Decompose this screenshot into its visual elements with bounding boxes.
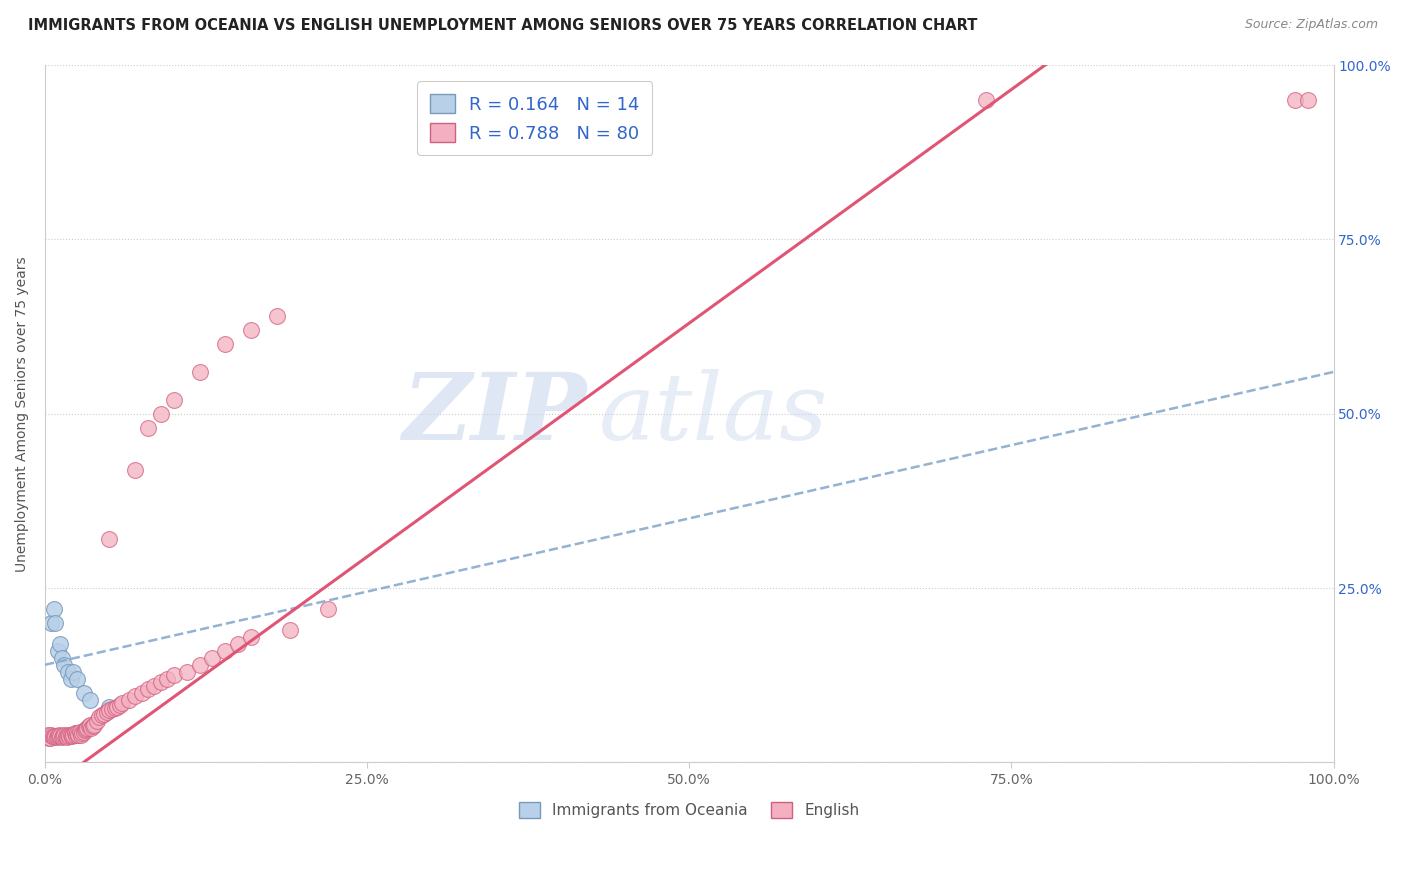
Point	[149, 407, 172, 421]
Y-axis label: Unemployment Among Seniors over 75 years: Unemployment Among Seniors over 75 years	[15, 256, 30, 572]
Point	[73, 723, 96, 738]
Point	[188, 657, 211, 672]
Point	[56, 665, 79, 679]
Point	[214, 337, 236, 351]
Point	[105, 699, 128, 714]
Point	[79, 718, 101, 732]
Point	[176, 665, 198, 679]
Point	[149, 675, 172, 690]
Point	[240, 323, 263, 337]
Point	[124, 462, 146, 476]
Point	[266, 309, 288, 323]
Point	[103, 701, 125, 715]
Point	[163, 392, 186, 407]
Point	[46, 644, 69, 658]
Point	[70, 727, 93, 741]
Point	[214, 644, 236, 658]
Point	[52, 729, 75, 743]
Point	[101, 702, 124, 716]
Point	[53, 657, 76, 672]
Point	[39, 731, 62, 745]
Point	[226, 637, 249, 651]
Point	[87, 710, 110, 724]
Point	[53, 727, 76, 741]
Point	[318, 602, 340, 616]
Point	[82, 719, 104, 733]
Point	[65, 727, 87, 741]
Point	[51, 650, 73, 665]
Point	[98, 703, 121, 717]
Point	[80, 721, 103, 735]
Point	[77, 719, 100, 733]
Point	[58, 729, 80, 743]
Point	[66, 672, 89, 686]
Point	[69, 724, 91, 739]
Point	[55, 729, 77, 743]
Point	[240, 630, 263, 644]
Point	[90, 708, 112, 723]
Text: Source: ZipAtlas.com: Source: ZipAtlas.com	[1244, 18, 1378, 31]
Point	[278, 623, 301, 637]
Point	[1296, 93, 1319, 107]
Point	[458, 93, 481, 107]
Point	[67, 727, 90, 741]
Point	[62, 727, 84, 741]
Point	[48, 727, 70, 741]
Point	[163, 668, 186, 682]
Point	[72, 686, 94, 700]
Point	[41, 615, 63, 630]
Point	[72, 726, 94, 740]
Point	[156, 672, 179, 686]
Point	[76, 721, 98, 735]
Point	[41, 727, 63, 741]
Point	[51, 731, 73, 745]
Point	[42, 731, 65, 745]
Point	[136, 421, 159, 435]
Point	[60, 729, 83, 743]
Point	[86, 714, 108, 728]
Point	[62, 665, 84, 679]
Point	[44, 729, 66, 743]
Point	[201, 650, 224, 665]
Point	[46, 729, 69, 743]
Point	[93, 706, 115, 721]
Text: atlas: atlas	[599, 368, 828, 458]
Point	[136, 682, 159, 697]
Point	[45, 731, 67, 745]
Point	[124, 689, 146, 703]
Point	[42, 602, 65, 616]
Point	[98, 533, 121, 547]
Point	[49, 637, 72, 651]
Point	[59, 727, 82, 741]
Point	[108, 698, 131, 713]
Text: IMMIGRANTS FROM OCEANIA VS ENGLISH UNEMPLOYMENT AMONG SENIORS OVER 75 YEARS CORR: IMMIGRANTS FROM OCEANIA VS ENGLISH UNEMP…	[28, 18, 977, 33]
Point	[63, 726, 86, 740]
Point	[56, 731, 79, 745]
Point	[37, 727, 59, 741]
Point	[96, 705, 118, 719]
Point	[131, 686, 153, 700]
Point	[974, 93, 997, 107]
Point	[79, 692, 101, 706]
Legend: Immigrants from Oceania, English: Immigrants from Oceania, English	[513, 797, 866, 824]
Point	[118, 692, 141, 706]
Point	[75, 722, 97, 736]
Point	[44, 615, 66, 630]
Text: ZIP: ZIP	[402, 368, 586, 458]
Point	[72, 724, 94, 739]
Point	[188, 365, 211, 379]
Point	[56, 727, 79, 741]
Point	[41, 729, 63, 743]
Point	[49, 729, 72, 743]
Point	[59, 672, 82, 686]
Point	[38, 731, 60, 745]
Point	[1284, 93, 1306, 107]
Point	[98, 699, 121, 714]
Point	[66, 726, 89, 740]
Point	[83, 718, 105, 732]
Point	[111, 696, 134, 710]
Point	[485, 93, 508, 107]
Point	[143, 679, 166, 693]
